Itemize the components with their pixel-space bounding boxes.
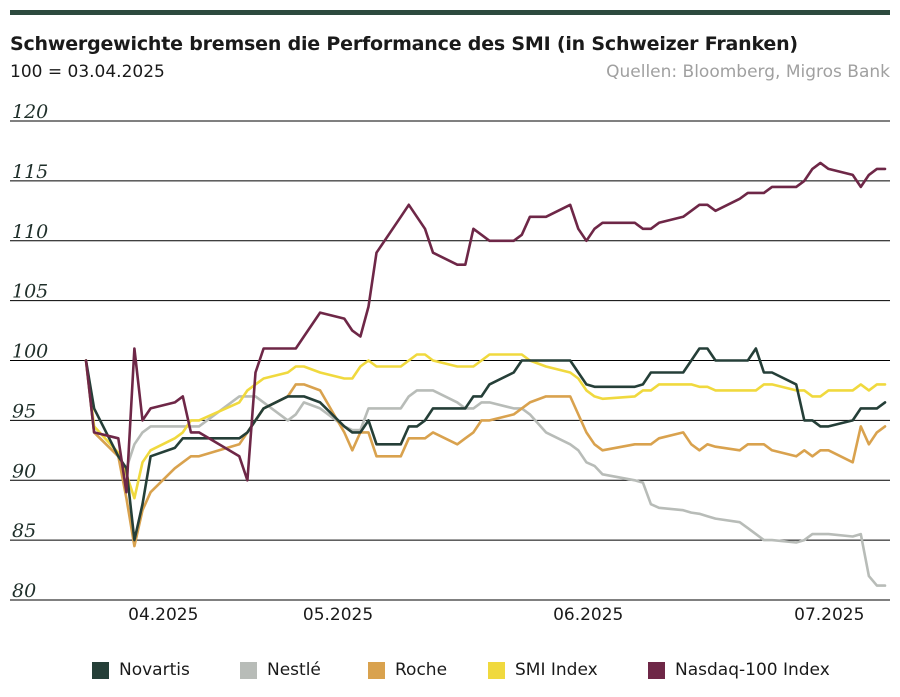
y-tick-label: 85 [12, 520, 36, 542]
legend-label: Nestlé [267, 660, 321, 680]
series-line-novartis [84, 347, 887, 542]
legend-label: Nasdaq-100 Index [675, 660, 830, 680]
series-line-smi-index [84, 353, 887, 500]
series-line-roche [84, 359, 887, 548]
top-accent-bar [10, 10, 890, 15]
x-tick-label: 05.2025 [303, 605, 373, 625]
chart-subtitle: 100 = 03.04.2025 [10, 62, 165, 82]
y-tick-label: 80 [12, 580, 36, 602]
x-tick-label: 06.2025 [553, 605, 623, 625]
y-tick-label: 115 [12, 161, 48, 183]
legend-item: Novartis [92, 660, 190, 680]
legend-swatch [648, 661, 665, 679]
x-tick-label: 07.2025 [794, 605, 864, 625]
legend-label: Roche [395, 660, 448, 680]
legend-item: Nestlé [240, 660, 321, 680]
legend-swatch [240, 661, 257, 679]
line-chart: 80 85 90 95 100 105 110 115 120 04.2025 05.2025 06.… [10, 101, 890, 625]
y-tick-label: 100 [12, 341, 48, 363]
legend-item: Nasdaq-100 Index [648, 660, 830, 680]
chart-source: Quellen: Bloomberg, Migros Bank [606, 62, 890, 82]
y-tick-label: 95 [12, 400, 36, 422]
y-tick-label: 90 [12, 460, 36, 482]
chart-title: Schwergewichte bremsen die Performance d… [10, 33, 798, 55]
legend-label: SMI Index [515, 660, 598, 680]
legend-swatch [92, 661, 109, 679]
legend-swatch [488, 661, 505, 679]
series-line-nestl- [84, 359, 887, 587]
y-tick-label: 105 [12, 281, 48, 303]
chart-legend: Novartis Nestlé Roche SMI Index Nasdaq-100 I… [0, 660, 900, 690]
series-line-nasdaq-100-index [84, 161, 887, 494]
legend-item: Roche [368, 660, 447, 680]
legend-swatch [368, 661, 385, 679]
y-tick-label: 120 [12, 101, 48, 123]
legend-item: SMI Index [488, 660, 598, 680]
y-tick-label: 110 [12, 221, 48, 243]
legend-label: Novartis [119, 660, 190, 680]
x-tick-label: 04.2025 [128, 605, 198, 625]
